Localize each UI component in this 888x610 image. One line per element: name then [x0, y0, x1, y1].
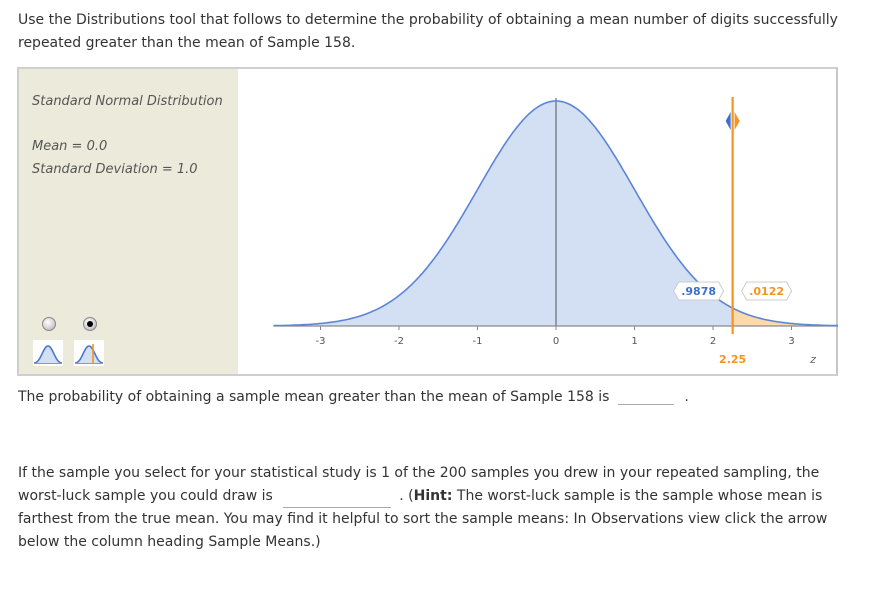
tick-label: 3: [788, 336, 794, 347]
tick-label: -3: [316, 336, 326, 347]
tick-label: 2: [710, 336, 716, 347]
tick-label: 1: [631, 336, 637, 347]
cutoff-value: 2.25: [719, 353, 746, 366]
probability-answer-field[interactable]: [617, 390, 674, 405]
question-2-text-mid: . (: [399, 488, 414, 504]
bell-curve-cutoff-icon[interactable]: [74, 340, 104, 366]
move-right-arrow-icon: [734, 112, 740, 130]
question-2-text-before: If the sample you select for your statis…: [18, 465, 820, 504]
worst-luck-sample-answer-field[interactable]: [283, 493, 392, 508]
mean-label: Mean = 0.0: [32, 139, 108, 154]
question-2: If the sample you select for your statis…: [18, 462, 858, 554]
left-area-badge: .9878: [673, 281, 725, 301]
distribution-info-panel: Standard Normal Distribution Mean = 0.0 …: [19, 69, 238, 374]
tick-label: 0: [553, 336, 559, 347]
bell-curve-icon[interactable]: [33, 340, 63, 366]
left-area-fill: [273, 101, 733, 326]
question-1: The probability of obtaining a sample me…: [18, 389, 689, 405]
cutoff-drag-handle[interactable]: [725, 112, 740, 130]
distribution-name: Standard Normal Distribution: [32, 94, 223, 109]
area-labels: .9878 .0122: [673, 281, 793, 301]
hint-text: The worst-luck sample is the sample whos…: [18, 488, 828, 550]
tick-label: -2: [394, 336, 404, 347]
right-area-fill: [732, 308, 839, 326]
x-axis-ticks: -3 -2 -1 0 1 2 3: [316, 326, 795, 347]
density-curve: [273, 100, 839, 327]
tick-label: -1: [473, 336, 483, 347]
density-view-radio[interactable]: [42, 317, 56, 331]
x-axis-label: z: [809, 353, 816, 366]
svg-text:.0122: .0122: [749, 285, 784, 298]
svg-text:.9878: .9878: [681, 285, 716, 298]
hint-label: Hint:: [413, 488, 453, 504]
sd-label: Standard Deviation = 1.0: [32, 162, 198, 177]
intro-text: Use the Distributions tool that follows …: [18, 12, 838, 51]
distributions-tool: Standard Normal Distribution Mean = 0.0 …: [17, 67, 839, 376]
distribution-chart[interactable]: -3 -2 -1 0 1 2 3 .9878 .0122 2.25 z: [238, 69, 839, 374]
question-1-period: .: [684, 389, 689, 405]
move-left-arrow-icon: [725, 112, 731, 130]
cutoff-view-radio[interactable]: [83, 317, 97, 331]
right-area-badge: .0122: [741, 281, 793, 301]
question-1-text: The probability of obtaining a sample me…: [18, 389, 610, 405]
normal-curve-plot[interactable]: -3 -2 -1 0 1 2 3 .9878 .0122 2.25 z: [238, 69, 839, 374]
